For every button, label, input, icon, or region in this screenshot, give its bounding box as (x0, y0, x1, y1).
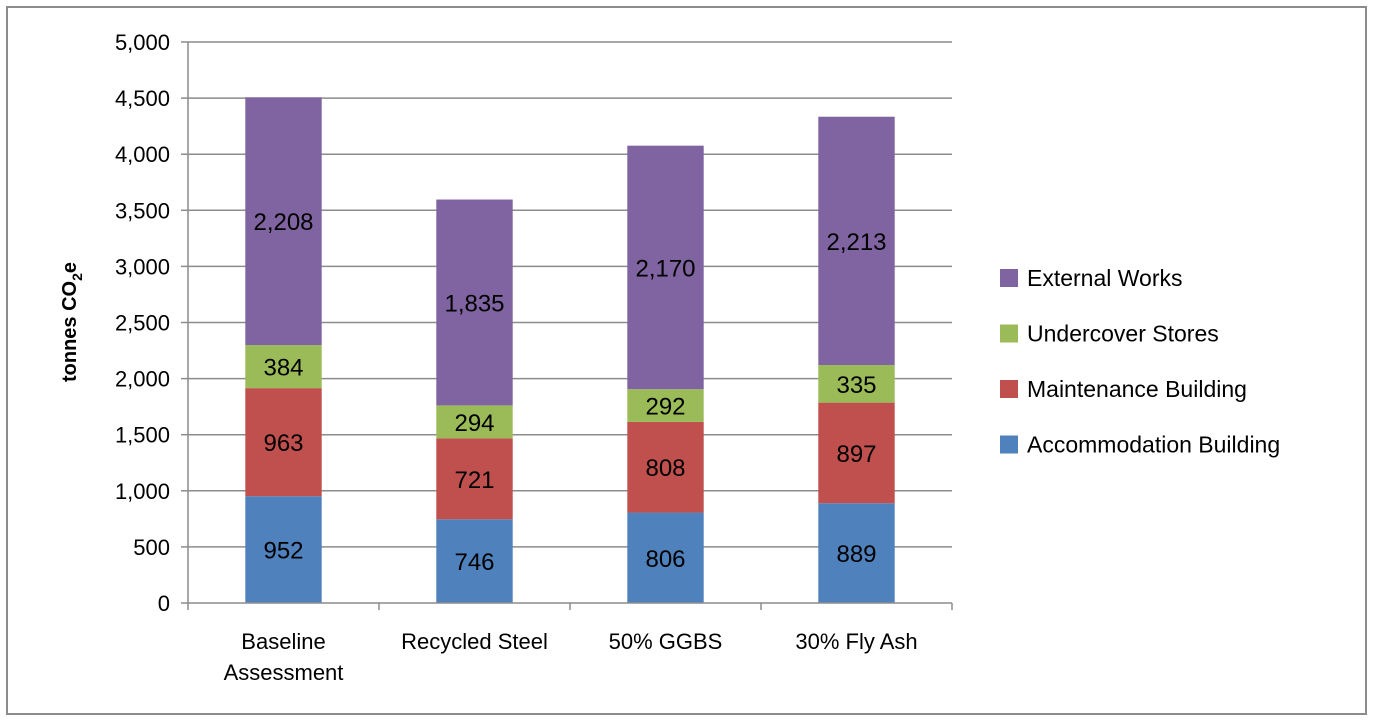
y-axis-title: tonnes CO2e (59, 262, 85, 382)
axes: 0 500 1,000 1,500 2,000 2,500 3,000 3,500 4,000 4… (115, 30, 953, 685)
bar-segment (245, 97, 322, 346)
data-label: 2,213 (826, 229, 886, 256)
legend: External Works Undercover Stores Maintenan… (1000, 265, 1280, 458)
data-label: 294 (454, 410, 494, 437)
y-tick-label: 1,500 (115, 423, 170, 448)
y-tick-label: 500 (133, 535, 170, 560)
data-label: 806 (645, 546, 685, 573)
data-label: 384 (263, 355, 303, 382)
bar-segment (818, 365, 895, 403)
bar-segment (436, 405, 513, 439)
y-axis-title-suffix: e (59, 262, 81, 273)
data-labels: 952 963 384 2,208 746 721 294 1,835 806 808 292 2,1… (253, 209, 886, 576)
bars (245, 97, 895, 603)
y-tick-label: 3,500 (115, 198, 170, 223)
bar-segment (818, 503, 895, 603)
legend-label: Maintenance Building (1027, 376, 1247, 402)
x-category-label: Recycled Steel (401, 629, 548, 654)
legend-swatch (1000, 435, 1018, 454)
data-label: 746 (454, 549, 494, 576)
bar-segment (627, 421, 704, 513)
data-label: 2,208 (253, 209, 313, 236)
data-label: 292 (645, 394, 685, 421)
y-tick-label: 2,500 (115, 311, 170, 336)
bar-segment (436, 199, 513, 406)
y-tick-label: 4,000 (115, 142, 170, 167)
data-label: 1,835 (444, 290, 504, 317)
legend-swatch (1000, 324, 1018, 343)
y-tick-label: 5,000 (115, 30, 170, 55)
data-label: 952 (263, 538, 303, 565)
y-axis-title-subscript: 2 (69, 273, 85, 281)
y-tick-label: 1,000 (115, 479, 170, 504)
data-label: 335 (836, 372, 876, 399)
data-label: 889 (836, 541, 876, 568)
legend-label: Undercover Stores (1027, 321, 1219, 347)
data-label: 2,170 (635, 255, 695, 282)
bar-segment (245, 496, 322, 603)
x-category-label: 50% GGBS (609, 629, 723, 654)
data-label: 721 (454, 467, 494, 494)
bar-segment (436, 438, 513, 520)
bar-segment (436, 519, 513, 603)
data-label: 963 (263, 430, 303, 457)
y-tick-label: 4,500 (115, 86, 170, 111)
y-axis-title-main: tonnes CO (59, 281, 81, 382)
bar-segment (627, 389, 704, 422)
data-label: 897 (836, 441, 876, 468)
legend-label: External Works (1027, 265, 1183, 291)
y-tick-label: 3,000 (115, 254, 170, 279)
data-label: 808 (645, 455, 685, 482)
legend-label: Accommodation Building (1027, 432, 1280, 458)
x-category-label: 30% Fly Ash (795, 629, 917, 654)
bar-segment (245, 388, 322, 497)
bar-segment (627, 145, 704, 390)
y-tick-label: 2,000 (115, 367, 170, 392)
x-category-label: Baseline Assessment (224, 629, 344, 685)
bar-segment (627, 512, 704, 603)
legend-swatch (1000, 269, 1018, 287)
bar-segment (818, 116, 895, 366)
legend-swatch (1000, 380, 1018, 398)
bar-segment (818, 402, 895, 504)
y-tick-label: 0 (158, 591, 170, 616)
bar-segment (245, 345, 322, 389)
